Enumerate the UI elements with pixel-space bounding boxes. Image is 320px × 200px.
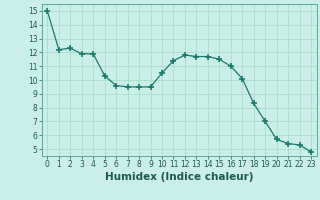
X-axis label: Humidex (Indice chaleur): Humidex (Indice chaleur) [105,172,253,182]
